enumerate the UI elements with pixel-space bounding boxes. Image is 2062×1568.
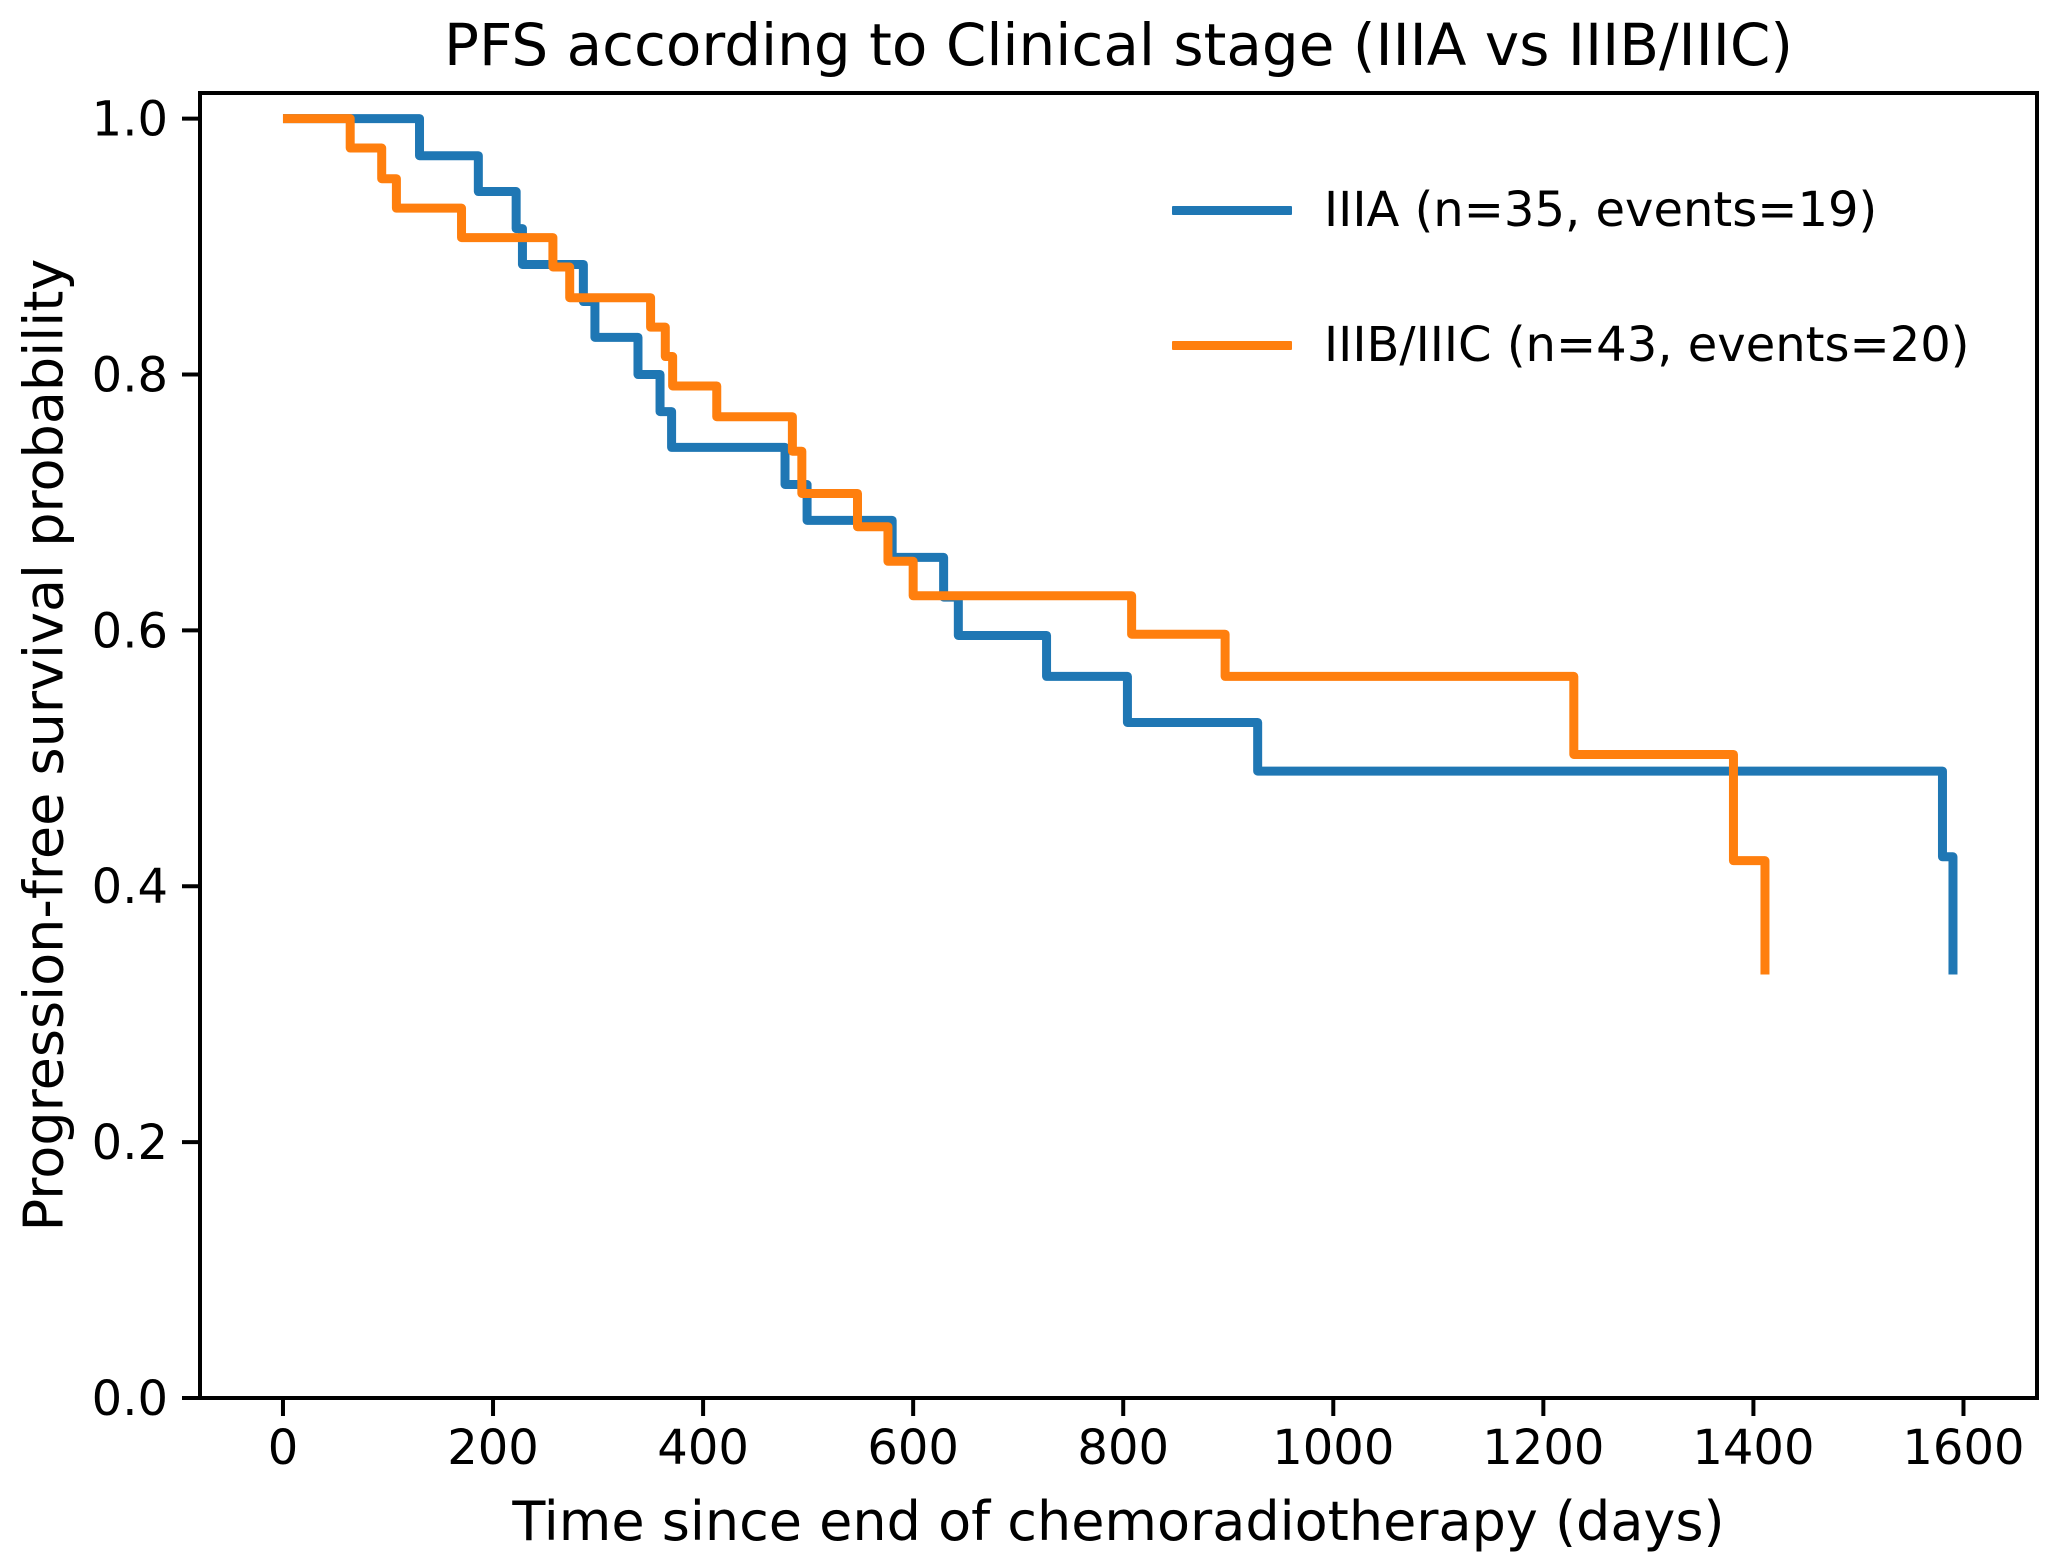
x-axis-label: Time since end of chemoradiotherapy (day… [512, 1490, 1725, 1553]
y-tick-label: 0.6 [92, 603, 168, 659]
legend-item-iiib-iiic: IIIB/IIIC (n=43, events=20) [1172, 311, 1970, 379]
y-tick-label: 1.0 [92, 92, 168, 148]
x-tick-label: 1200 [1482, 1420, 1604, 1476]
x-tick-label: 1600 [1902, 1420, 2024, 1476]
km-curve-iiib-iiic [282, 114, 1770, 975]
y-tick-label: 0.4 [92, 859, 168, 915]
x-tick-label: 400 [657, 1420, 749, 1476]
y-tick-label: 0.2 [92, 1115, 168, 1171]
legend: IIIA (n=35, events=19) IIIB/IIIC (n=43, … [1172, 176, 1970, 379]
y-axis-label: Progression-free survival probability [12, 258, 76, 1232]
legend-line-swatch-iiia [1172, 205, 1292, 215]
legend-line-swatch-iiib-iiic [1172, 340, 1292, 350]
x-tick-label: 0 [268, 1420, 299, 1476]
chart-title: PFS according to Clinical stage (IIIA vs… [444, 11, 1793, 79]
x-tick-label: 800 [1077, 1420, 1169, 1476]
plot-spines [198, 91, 2039, 1400]
legend-label-iiia: IIIA (n=35, events=19) [1324, 182, 1878, 238]
x-tick-label: 200 [447, 1420, 539, 1476]
x-tick-label: 1000 [1272, 1420, 1394, 1476]
y-tick-label: 0.0 [92, 1371, 168, 1427]
legend-item-iiia: IIIA (n=35, events=19) [1172, 176, 1970, 244]
x-tick-label: 600 [867, 1420, 959, 1476]
legend-label-iiib-iiic: IIIB/IIIC (n=43, events=20) [1324, 317, 1970, 373]
x-tick-label: 1400 [1692, 1420, 1814, 1476]
km-curve-iiia [282, 114, 1958, 975]
y-tick-label: 0.8 [92, 347, 168, 403]
